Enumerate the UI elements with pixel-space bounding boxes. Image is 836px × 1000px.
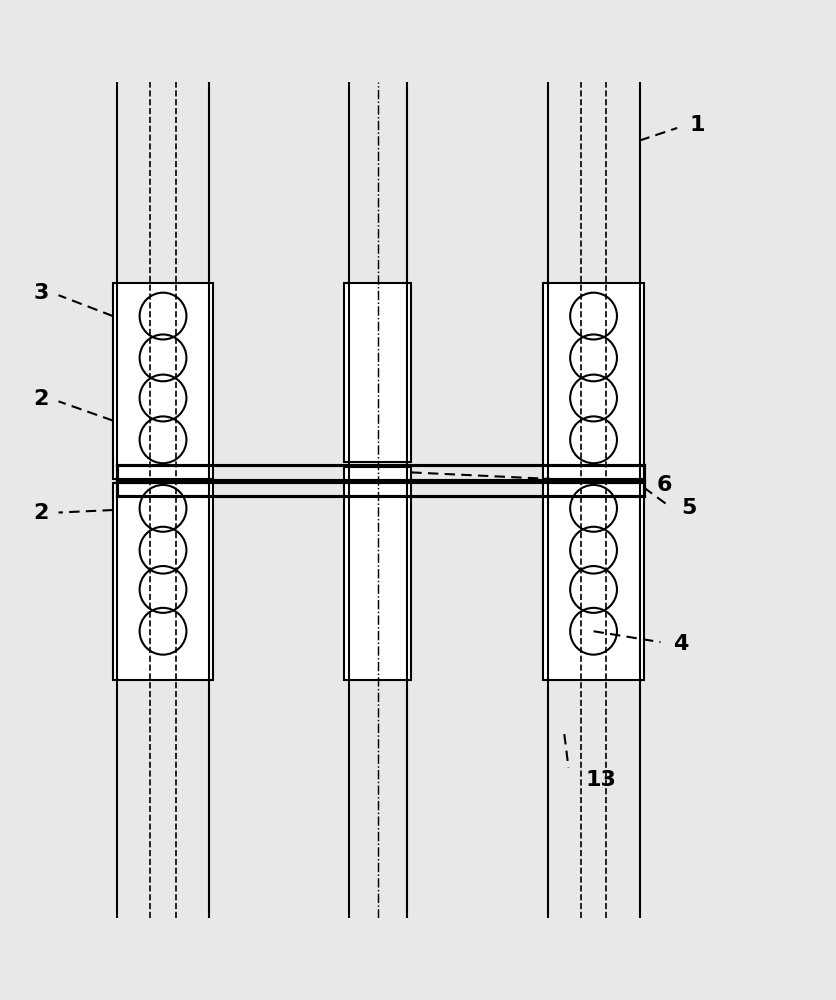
Bar — [344, 467, 411, 680]
Bar — [543, 483, 644, 680]
Text: 3: 3 — [33, 283, 48, 303]
Text: 4: 4 — [673, 634, 688, 654]
Bar — [113, 483, 213, 680]
Text: 2: 2 — [33, 389, 48, 409]
Text: 6: 6 — [656, 475, 672, 495]
Bar — [344, 283, 411, 462]
Bar — [543, 283, 644, 479]
Text: 13: 13 — [585, 770, 616, 790]
Bar — [113, 283, 213, 479]
Text: 5: 5 — [681, 498, 696, 518]
Text: 2: 2 — [33, 503, 48, 523]
Text: 1: 1 — [690, 115, 706, 135]
